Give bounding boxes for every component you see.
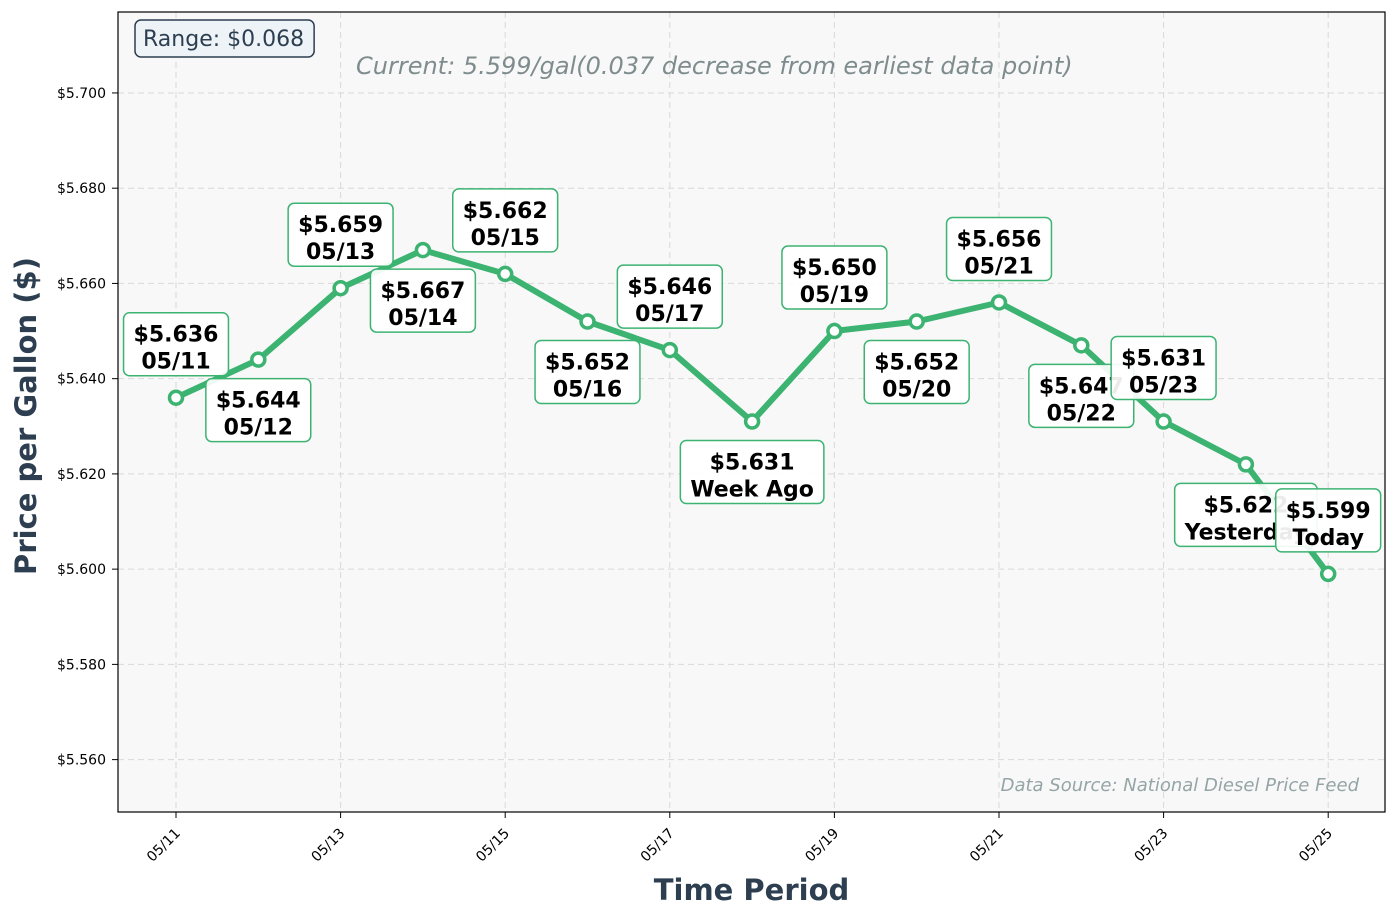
plot-area bbox=[118, 12, 1385, 812]
annotation-label: 05/11 bbox=[141, 350, 210, 375]
annotation-price: $5.652 bbox=[874, 351, 959, 376]
annotation-price: $5.667 bbox=[380, 279, 465, 304]
annotation-price: $5.622 bbox=[1203, 493, 1288, 518]
annotation-label: 05/16 bbox=[553, 378, 622, 403]
annotation-price: $5.631 bbox=[710, 451, 795, 476]
data-point bbox=[1319, 565, 1337, 583]
x-tick-label: 05/21 bbox=[967, 826, 1007, 866]
annotation-price: $5.662 bbox=[463, 199, 548, 224]
annotation-label: 05/14 bbox=[388, 306, 457, 331]
annotations: $5.63605/11$5.64405/12$5.65905/13$5.6670… bbox=[122, 188, 1382, 553]
y-tick-label: $5.660 bbox=[57, 276, 106, 292]
chart-subtitle: Current: 5.599/gal(0.037 decrease from e… bbox=[356, 52, 1073, 80]
range-label: Range: $0.068 bbox=[143, 27, 304, 52]
grid bbox=[118, 12, 1385, 812]
annotation-frame bbox=[1110, 335, 1217, 401]
data-point bbox=[414, 241, 432, 259]
data-point bbox=[496, 265, 514, 283]
annotation-frame bbox=[616, 264, 724, 329]
x-tick-label: 05/15 bbox=[473, 826, 513, 866]
data-point bbox=[743, 413, 761, 430]
data-point bbox=[332, 279, 349, 297]
y-tick-label: $5.680 bbox=[57, 181, 106, 197]
annotation-frame bbox=[205, 377, 312, 443]
y-tick-label: $5.560 bbox=[57, 753, 106, 769]
annotation-price: $5.652 bbox=[545, 351, 630, 376]
x-tick-label: 05/17 bbox=[638, 826, 678, 866]
plot-frame bbox=[117, 11, 1386, 813]
data-point bbox=[990, 294, 1008, 311]
data-point bbox=[826, 322, 843, 340]
annotation-price: $5.646 bbox=[627, 275, 712, 300]
annotation-label: 05/19 bbox=[800, 283, 869, 308]
data-point bbox=[167, 389, 185, 406]
x-axis-title: Time Period bbox=[654, 873, 850, 907]
annotation-label: 05/22 bbox=[1047, 401, 1116, 426]
annotation-label: 05/15 bbox=[471, 226, 540, 251]
annotation-price: $5.650 bbox=[792, 256, 877, 281]
data-point bbox=[1073, 337, 1090, 354]
y-tick-label: $5.620 bbox=[57, 467, 106, 483]
annotation-label: 05/21 bbox=[964, 254, 1033, 279]
annotation-price: $5.647 bbox=[1039, 374, 1124, 399]
annotation-label: 05/17 bbox=[635, 302, 704, 327]
annotation-price: $5.599 bbox=[1286, 499, 1371, 524]
data-point bbox=[908, 313, 925, 330]
annotation-label: 05/20 bbox=[882, 378, 951, 403]
annotation-label: 05/12 bbox=[224, 416, 293, 441]
annotation-frame bbox=[781, 245, 888, 310]
annotation-frame bbox=[122, 311, 230, 377]
annotation-frame bbox=[863, 339, 970, 405]
data-point bbox=[1155, 413, 1172, 430]
source-note: Data Source: National Diesel Price Feed bbox=[1001, 775, 1360, 796]
data-point bbox=[1237, 456, 1255, 473]
x-tick-label: 05/25 bbox=[1296, 826, 1336, 866]
annotation-frame bbox=[945, 216, 1053, 282]
annotation-frame bbox=[1274, 488, 1382, 553]
x-tick-label: 05/23 bbox=[1132, 826, 1172, 866]
data-point bbox=[579, 313, 596, 330]
y-tick-label: $5.580 bbox=[57, 657, 106, 673]
annotation-frame bbox=[287, 202, 394, 267]
annotation-label: Today bbox=[1292, 526, 1363, 551]
data-point bbox=[250, 351, 267, 368]
annotation-price: $5.659 bbox=[298, 213, 383, 238]
annotation-price: $5.644 bbox=[216, 389, 301, 414]
data-points bbox=[167, 241, 1337, 583]
annotation-frame bbox=[451, 188, 559, 253]
annotation-label: Week Ago bbox=[690, 478, 814, 503]
annotation-frame bbox=[369, 268, 477, 333]
annotation-label: 05/23 bbox=[1129, 374, 1198, 399]
y-tick-label: $5.640 bbox=[57, 372, 106, 388]
y-tick-label: $5.600 bbox=[57, 562, 106, 578]
x-tick-label: 05/11 bbox=[144, 826, 184, 866]
x-tick-label: 05/13 bbox=[309, 826, 349, 866]
y-axis-title: Price per Gallon ($) bbox=[9, 257, 43, 575]
annotation-frame bbox=[679, 439, 825, 505]
data-point bbox=[661, 341, 679, 359]
annotation-price: $5.656 bbox=[957, 227, 1042, 252]
annotation-frame bbox=[534, 339, 641, 405]
annotation-price: $5.636 bbox=[134, 323, 219, 348]
annotation-label: 05/13 bbox=[306, 240, 375, 265]
range-badge: Range: $0.068 bbox=[134, 19, 315, 58]
annotation-price: $5.631 bbox=[1121, 347, 1206, 372]
x-tick-label: 05/19 bbox=[802, 826, 842, 866]
y-tick-label: $5.700 bbox=[57, 86, 106, 102]
